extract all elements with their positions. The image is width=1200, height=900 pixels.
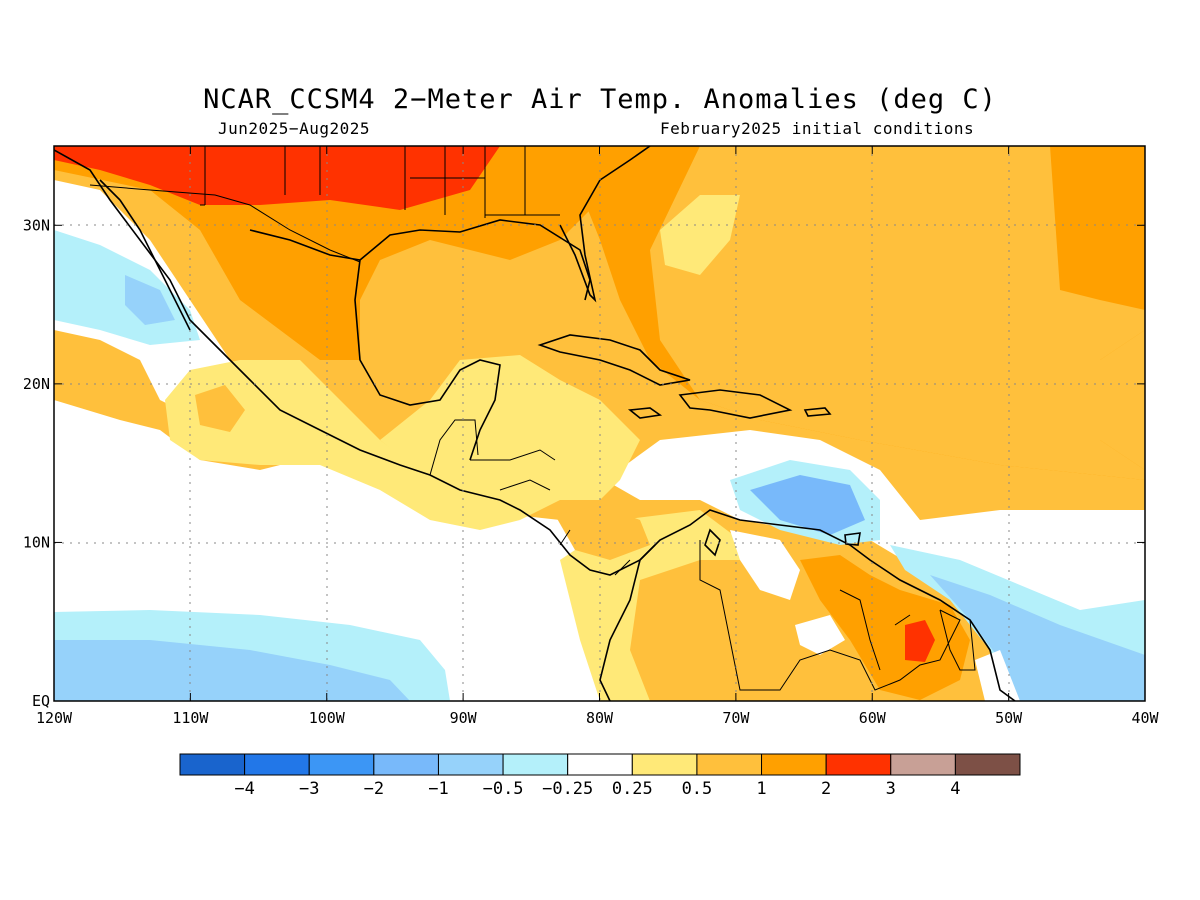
coast-florida (559, 146, 651, 303)
field-us-red (54, 146, 500, 210)
colorbar-label: −0.25 (542, 779, 593, 799)
coast-lake-maracaibo (704, 528, 721, 557)
field-pacific-orange-spot (195, 385, 245, 432)
anomaly-field (54, 146, 1145, 701)
forecast-period: Jun2025−Aug2025 (218, 119, 370, 138)
colorbar-swatch (373, 753, 439, 776)
tick-labels: 120W 110W 100W 90W 80W 70W 60W 50W 40W EQ 10N 20N 30… (23, 216, 1160, 727)
field-atlantic-light (650, 146, 1145, 480)
lat-tick-label: 30N (23, 216, 50, 234)
border-us-states (200, 146, 560, 218)
coast-hispaniola (678, 389, 793, 419)
colorbar-swatch (502, 753, 569, 776)
field-atlantic-yellow-spot (660, 195, 740, 275)
colorbar-label: −0.5 (483, 779, 524, 799)
field-pacific-blue-spot (125, 275, 175, 325)
field-central-america-yellow (380, 355, 640, 520)
lon-tick-label: 120W (36, 709, 73, 727)
border-south-america (699, 540, 976, 691)
colorbar-swatch (567, 753, 633, 776)
colorbar-swatch (308, 753, 375, 776)
initial-conditions: February2025 initial conditions (660, 119, 975, 138)
lon-tick-label: 80W (586, 709, 614, 727)
field-amazon-white (975, 650, 1020, 701)
field-eq-blue (54, 640, 410, 701)
lat-tick-label: EQ (32, 692, 50, 710)
field-guyana-white (795, 615, 845, 655)
colorbar: −4 −3 −2 −1 −0.5 −0.25 0.25 0.5 1 2 3 4 (179, 753, 1021, 799)
field-guiana-red (905, 620, 935, 662)
coast-cuba (537, 334, 691, 386)
lon-tick-label: 110W (172, 709, 209, 727)
coastlines (54, 146, 1016, 701)
field-venezuela-white (730, 530, 800, 600)
colorbar-label: −1 (428, 779, 448, 799)
coast-gulf-mexico (249, 219, 591, 461)
colorbar-swatch (179, 753, 246, 776)
coast-trinidad (844, 532, 861, 546)
map-title: NCAR_CCSM4 2−Meter Air Temp. Anomalies (… (203, 84, 997, 115)
colorbar-label: 3 (886, 779, 896, 799)
grid (54, 146, 1145, 701)
field-caribbean-blue (750, 475, 865, 535)
colorbar-swatch (437, 753, 504, 776)
tick-marks (53, 146, 1146, 702)
border-us-mexico (89, 184, 361, 263)
colorbar-label: −2 (364, 779, 384, 799)
border-central-america (429, 419, 631, 576)
lon-tick-label: 50W (995, 709, 1023, 727)
lon-tick-label: 60W (859, 709, 887, 727)
coast-jamaica (627, 407, 663, 419)
colorbar-swatch (890, 753, 956, 776)
lon-tick-label: 40W (1131, 709, 1159, 727)
field-colombia-orange (555, 505, 650, 560)
lon-tick-label: 70W (722, 709, 750, 727)
lon-tick-label: 90W (450, 709, 478, 727)
lon-tick-label: 100W (309, 709, 346, 727)
colorbar-label: 4 (950, 779, 960, 799)
colorbar-swatch (696, 753, 763, 776)
coast-baja (99, 179, 191, 331)
borders (89, 146, 976, 691)
coast-puerto-rico (803, 407, 832, 417)
colorbar-swatch (954, 753, 1021, 776)
colorbar-swatch (825, 753, 892, 776)
colorbar-label: −3 (299, 779, 319, 799)
lat-tick-label: 10N (23, 533, 50, 551)
colorbar-label: 0.5 (682, 779, 713, 799)
colorbar-label: −4 (234, 779, 254, 799)
colorbar-label: 2 (821, 779, 831, 799)
lat-tick-label: 20N (23, 375, 50, 393)
colorbar-label: 0.25 (612, 779, 653, 799)
colorbar-swatch (761, 753, 827, 776)
colorbar-label: 1 (756, 779, 766, 799)
colorbar-swatch (631, 753, 698, 776)
colorbar-swatch (244, 753, 310, 776)
field-pacific-yellow-edge (165, 360, 520, 530)
field-atlantic-blue-band (930, 575, 1145, 701)
